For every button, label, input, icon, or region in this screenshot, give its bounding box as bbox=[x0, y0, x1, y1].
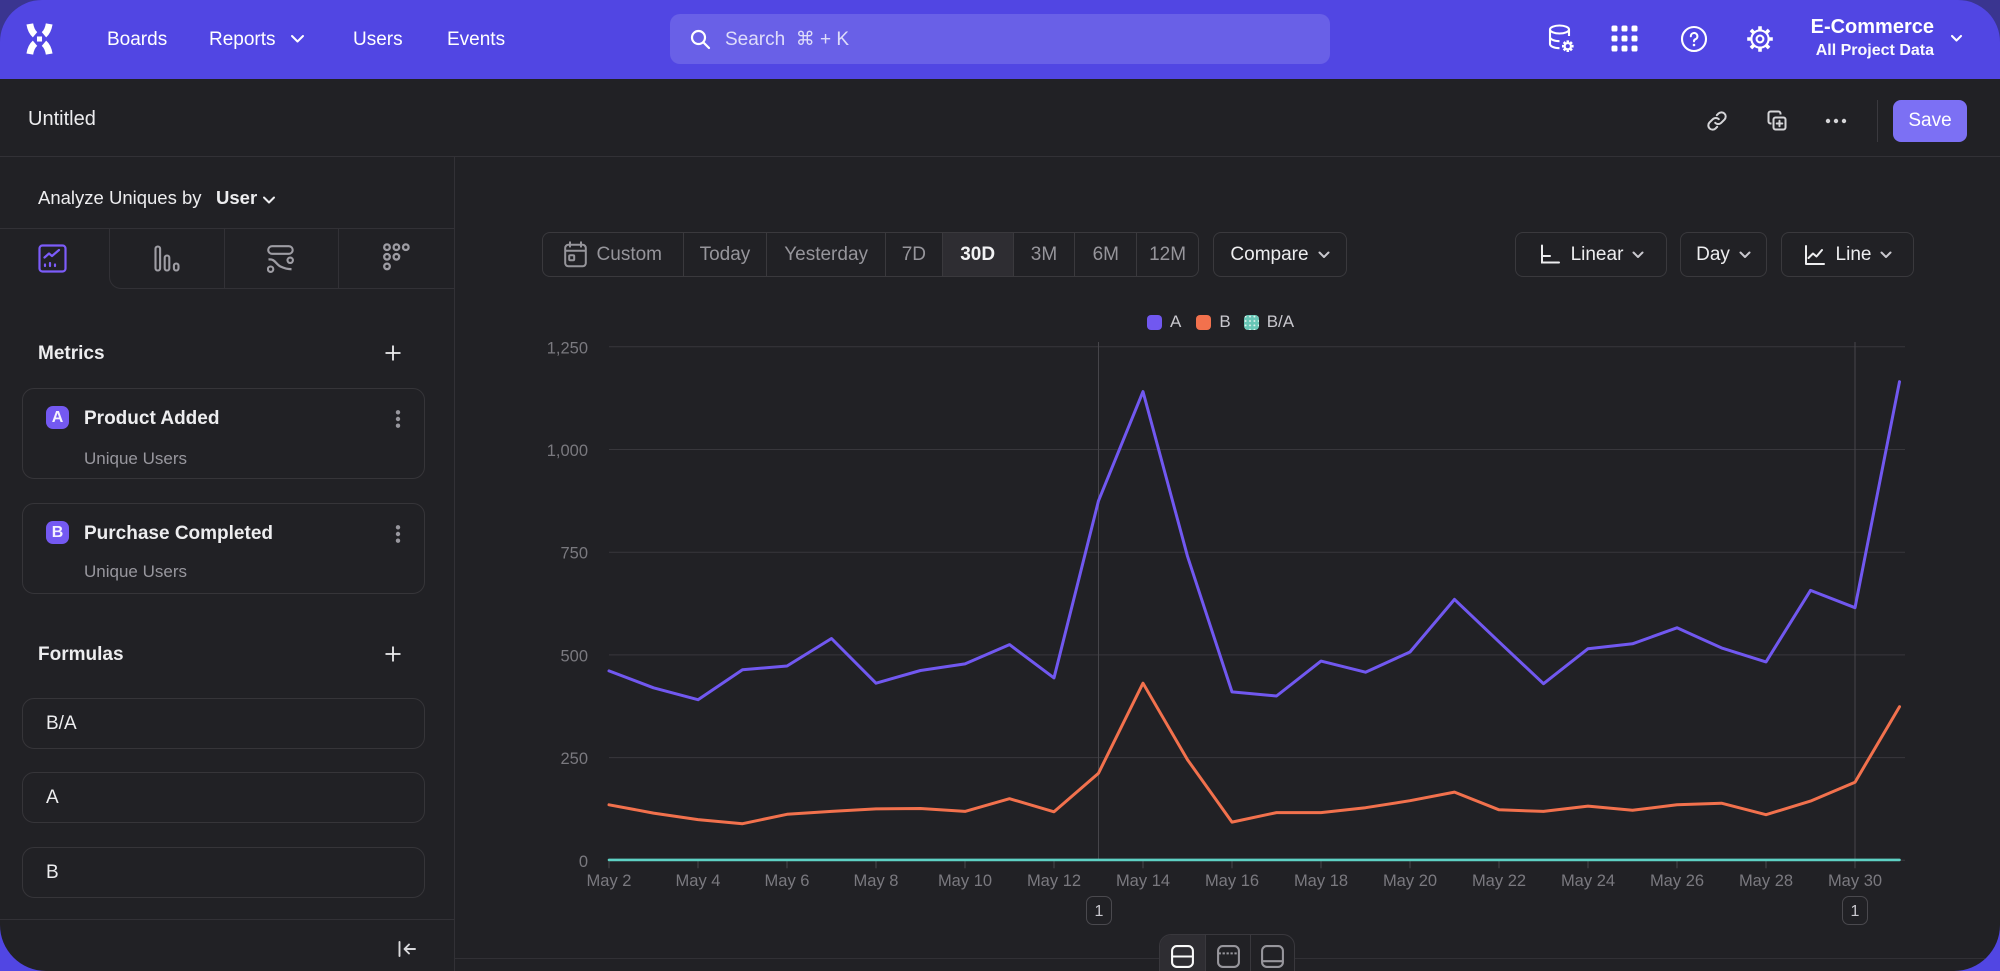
svg-text:May 10: May 10 bbox=[938, 872, 992, 890]
svg-text:May 20: May 20 bbox=[1383, 872, 1437, 890]
svg-text:May 28: May 28 bbox=[1739, 872, 1793, 890]
svg-text:750: 750 bbox=[560, 545, 588, 563]
svg-text:May 18: May 18 bbox=[1294, 872, 1348, 890]
svg-text:500: 500 bbox=[560, 647, 588, 665]
svg-text:May 8: May 8 bbox=[854, 872, 899, 890]
svg-text:0: 0 bbox=[579, 853, 588, 871]
svg-text:May 16: May 16 bbox=[1205, 872, 1259, 890]
svg-text:May 4: May 4 bbox=[676, 872, 721, 890]
svg-text:250: 250 bbox=[560, 750, 588, 768]
svg-text:May 22: May 22 bbox=[1472, 872, 1526, 890]
svg-text:1,250: 1,250 bbox=[547, 339, 588, 357]
svg-text:May 26: May 26 bbox=[1650, 872, 1704, 890]
svg-text:May 30: May 30 bbox=[1828, 872, 1882, 890]
svg-text:1,000: 1,000 bbox=[547, 442, 588, 460]
svg-text:May 24: May 24 bbox=[1561, 872, 1615, 890]
svg-text:May 12: May 12 bbox=[1027, 872, 1081, 890]
svg-text:May 2: May 2 bbox=[587, 872, 632, 890]
svg-text:May 14: May 14 bbox=[1116, 872, 1170, 890]
svg-text:May 6: May 6 bbox=[765, 872, 810, 890]
